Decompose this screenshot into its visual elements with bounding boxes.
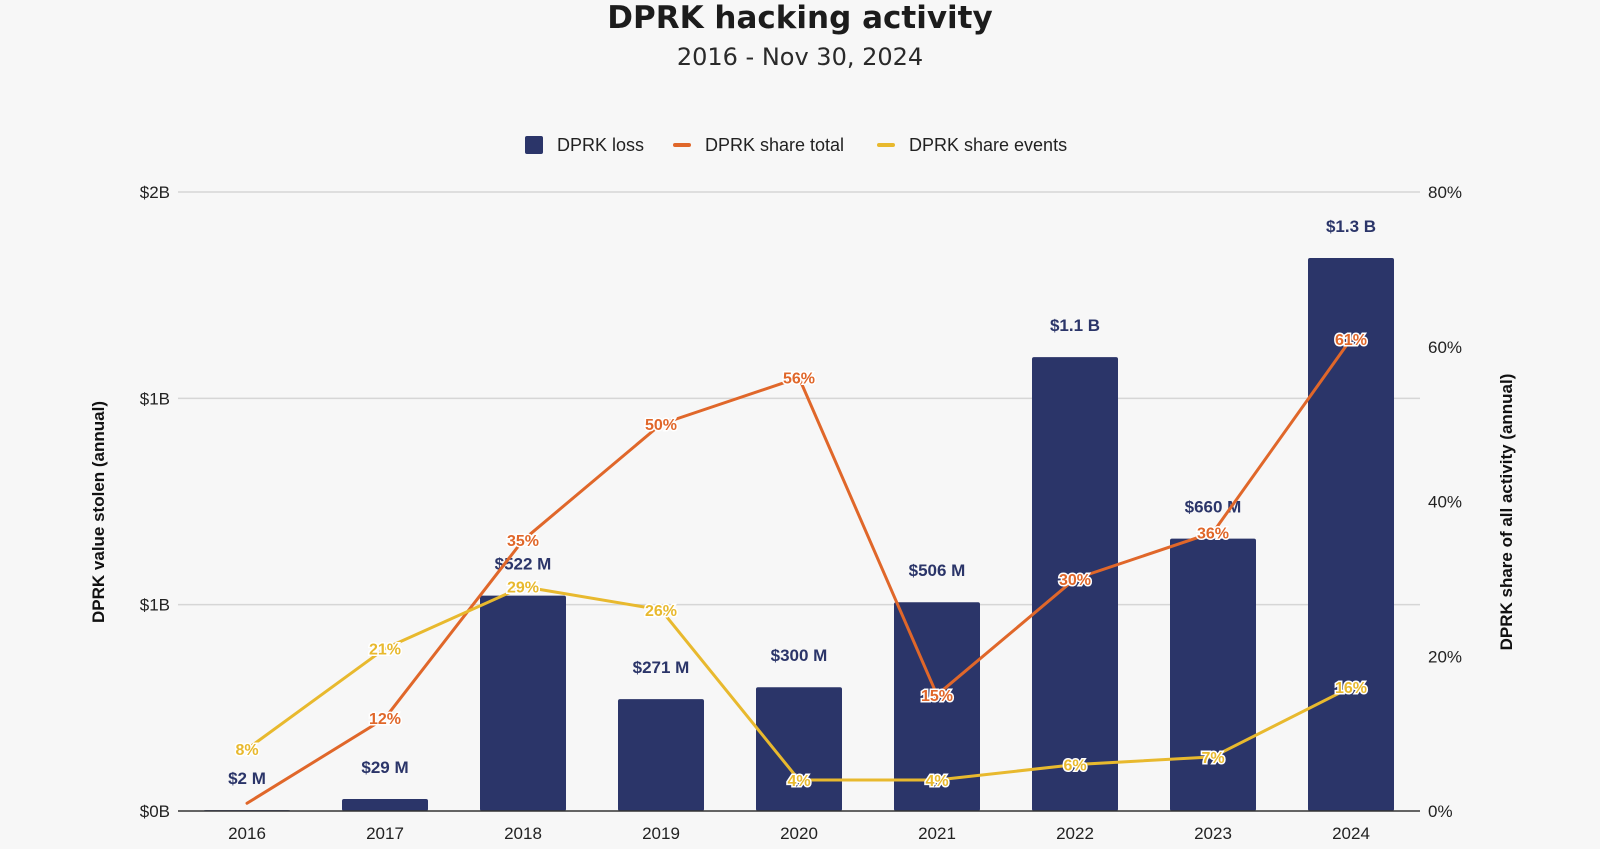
bar-value-label: $506 M <box>909 561 966 580</box>
y-left-tick-label: $2B <box>140 183 170 202</box>
line-point-label: 56% <box>783 371 815 388</box>
legend-item-dprk-loss[interactable]: DPRK loss <box>525 133 644 157</box>
x-tick-label: 2016 <box>228 824 266 843</box>
bar-value-label: $271 M <box>633 658 690 677</box>
bar <box>1170 538 1256 811</box>
line-series-1 <box>245 337 1353 805</box>
y-right-tick-label: 60% <box>1428 338 1462 357</box>
line-point-label: 6% <box>1063 758 1086 775</box>
legend-label-dprk-share-events: DPRK share events <box>909 134 1068 155</box>
y-right-tick-label: 80% <box>1428 183 1462 202</box>
legend-label-dprk-share-total: DPRK share total <box>705 134 845 155</box>
line-point-label: 21% <box>369 642 401 659</box>
chart-subtitle: 2016 - Nov 30, 2024 <box>676 43 924 71</box>
bar-value-label: $300 M <box>771 646 828 665</box>
line-point-label: 4% <box>925 773 948 790</box>
line-point-label: 30% <box>1059 572 1091 589</box>
x-tick-label: 2021 <box>918 824 956 843</box>
x-tick-label: 2022 <box>1056 824 1094 843</box>
x-tick-label: 2020 <box>780 824 818 843</box>
line-point-label: 7% <box>1201 750 1224 767</box>
line-point-label: 16% <box>1335 680 1367 697</box>
y-left-tick-label: $1B <box>140 596 170 615</box>
bar <box>342 799 428 811</box>
legend-item-dprk-share-total[interactable]: DPRK share total <box>673 133 844 157</box>
y-right-tick-label: 20% <box>1428 647 1462 666</box>
bar <box>618 699 704 811</box>
line-series-2 <box>245 585 1353 782</box>
line-point-label: 36% <box>1197 525 1229 542</box>
line-point-label: 15% <box>921 688 953 705</box>
x-tick-label: 2018 <box>504 824 542 843</box>
y-left-tick-label: $0B <box>140 802 170 821</box>
bar-value-label: $2 M <box>228 769 266 788</box>
y-right-axis-title: DPRK share of all activity (annual) <box>1497 374 1516 651</box>
line-point-label: 61% <box>1335 332 1367 349</box>
x-tick-label: 2024 <box>1332 824 1370 843</box>
bar <box>480 595 566 811</box>
x-tick-label: 2019 <box>642 824 680 843</box>
line-point-label: 26% <box>645 603 677 620</box>
x-tick-label: 2023 <box>1194 824 1232 843</box>
x-tick-label: 2017 <box>366 824 404 843</box>
line-point-label: 29% <box>507 580 539 597</box>
bar-value-label: $29 M <box>361 758 408 777</box>
chart-title: DPRK hacking activity <box>607 0 993 36</box>
y-left-tick-label: $1B <box>140 389 170 408</box>
bar-value-label: $1.3 B <box>1326 217 1376 236</box>
legend-item-dprk-share-events[interactable]: DPRK share events <box>877 133 1067 157</box>
legend-swatch-dprk-loss <box>525 136 543 154</box>
bar-value-label: $1.1 B <box>1050 316 1100 335</box>
line-point-label: 4% <box>787 773 810 790</box>
bar <box>1308 258 1394 811</box>
bar <box>1032 357 1118 811</box>
legend-label-dprk-loss: DPRK loss <box>557 134 645 155</box>
bar <box>894 602 980 811</box>
line-point-label: 12% <box>369 711 401 728</box>
y-right-tick-label: 40% <box>1428 493 1462 512</box>
y-right-tick-label: 0% <box>1428 802 1453 821</box>
y-left-axis-title: DPRK value stolen (annual) <box>89 401 108 623</box>
legend-swatch-dprk-share-total <box>673 143 691 147</box>
legend-swatch-dprk-share-events <box>877 143 895 147</box>
line-point-label: 50% <box>645 417 677 434</box>
bar <box>756 687 842 811</box>
line-point-label: 8% <box>235 742 258 759</box>
line-point-label: 35% <box>507 533 539 550</box>
